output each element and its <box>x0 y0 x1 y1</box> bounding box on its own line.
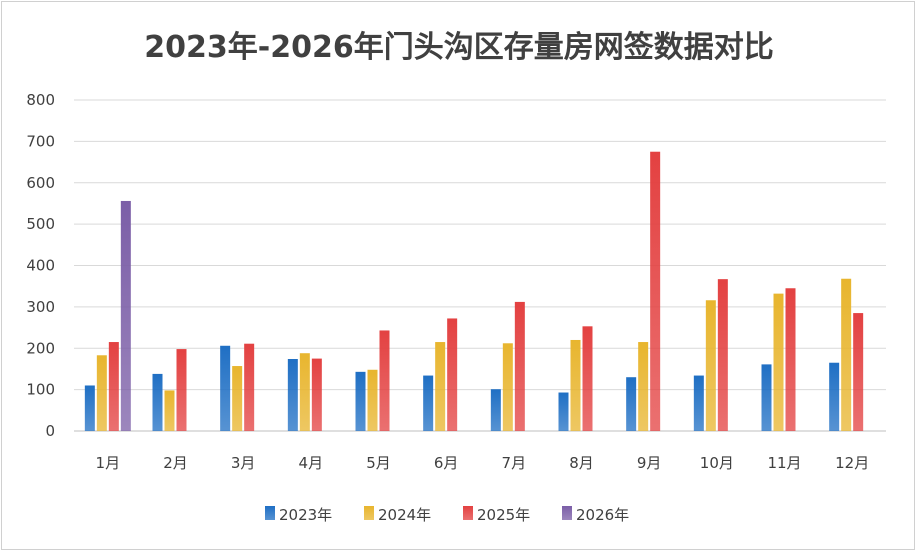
bar-2024年-4月 <box>299 353 310 431</box>
x-tick-label: 7月 <box>502 454 527 472</box>
bar-2026年-1月 <box>120 200 131 431</box>
bar-2023年-4月 <box>287 359 298 431</box>
bar-2023年-12月 <box>829 362 840 431</box>
y-tick-label: 500 <box>26 215 55 233</box>
legend-label: 2024年 <box>378 506 431 524</box>
y-tick-label: 200 <box>26 339 55 357</box>
bar-2023年-6月 <box>423 375 434 431</box>
bar-2024年-11月 <box>773 293 784 431</box>
y-tick-label: 0 <box>45 422 55 440</box>
bar-2024年-9月 <box>638 342 649 431</box>
x-tick-label: 8月 <box>569 454 594 472</box>
x-axis-ticks: 1月 2月 3月 4月 5月 6月 7月 8月 9月 10月 11月 12月 <box>96 454 870 472</box>
bar-2025年-10月 <box>717 279 728 431</box>
legend-swatch-2026年 <box>562 506 572 520</box>
legend-swatch-2023年 <box>265 506 275 520</box>
bar-2025年-9月 <box>650 151 661 431</box>
legend-label: 2025年 <box>477 506 530 524</box>
x-tick-label: 5月 <box>366 454 391 472</box>
x-tick-label: 1月 <box>96 454 121 472</box>
y-tick-label: 300 <box>26 298 55 316</box>
bar-2025年-7月 <box>514 301 525 431</box>
bar-2024年-10月 <box>705 300 716 431</box>
bar-2025年-3月 <box>244 343 255 431</box>
x-tick-label: 3月 <box>231 454 256 472</box>
legend-swatch-2024年 <box>364 506 374 520</box>
legend-swatch-2025年 <box>463 506 473 520</box>
bar-2023年-9月 <box>626 377 637 431</box>
bar-2023年-5月 <box>355 371 366 431</box>
bar-2025年-5月 <box>379 330 390 431</box>
bar-2023年-1月 <box>84 385 95 431</box>
x-tick-label: 2月 <box>163 454 188 472</box>
bar-2025年-12月 <box>853 313 864 431</box>
y-tick-label: 100 <box>26 381 55 399</box>
bar-2023年-8月 <box>558 392 569 431</box>
bar-2025年-4月 <box>311 358 322 431</box>
bar-2024年-12月 <box>841 278 852 431</box>
y-axis-ticks: 0 100 200 300 400 500 600 700 800 <box>26 91 55 440</box>
legend-label: 2026年 <box>576 506 629 524</box>
y-tick-label: 700 <box>26 132 55 150</box>
x-tick-label: 11月 <box>767 454 801 472</box>
x-tick-label: 10月 <box>700 454 734 472</box>
x-tick-label: 12月 <box>835 454 869 472</box>
y-tick-label: 800 <box>26 91 55 109</box>
x-tick-label: 4月 <box>299 454 324 472</box>
bar-2023年-7月 <box>490 389 501 431</box>
bar-2023年-10月 <box>693 375 704 431</box>
bar-2024年-5月 <box>367 369 378 431</box>
bars <box>84 151 864 431</box>
bar-2024年-7月 <box>502 343 513 431</box>
gridlines <box>74 99 886 432</box>
y-tick-label: 400 <box>26 257 55 275</box>
bar-2023年-3月 <box>220 345 231 431</box>
bar-2023年-11月 <box>761 364 772 431</box>
bar-2024年-6月 <box>435 342 446 431</box>
bar-2025年-11月 <box>785 288 796 431</box>
bar-2024年-1月 <box>96 355 107 431</box>
bar-2024年-3月 <box>232 366 243 431</box>
x-tick-label: 6月 <box>434 454 459 472</box>
bar-2023年-2月 <box>152 373 163 431</box>
bar-2025年-8月 <box>582 326 593 431</box>
legend-label: 2023年 <box>279 506 332 524</box>
bar-2025年-6月 <box>447 318 458 431</box>
bar-2025年-1月 <box>108 342 119 431</box>
bar-2024年-8月 <box>570 339 581 431</box>
bar-2024年-2月 <box>164 390 175 431</box>
chart-title: 2023年-2026年门头沟区存量房网签数据对比 <box>144 30 774 65</box>
x-tick-label: 9月 <box>637 454 662 472</box>
bar-2025年-2月 <box>176 349 187 431</box>
legend: 2023年 2024年 2025年 2026年 <box>265 506 629 524</box>
y-tick-label: 600 <box>26 174 55 192</box>
